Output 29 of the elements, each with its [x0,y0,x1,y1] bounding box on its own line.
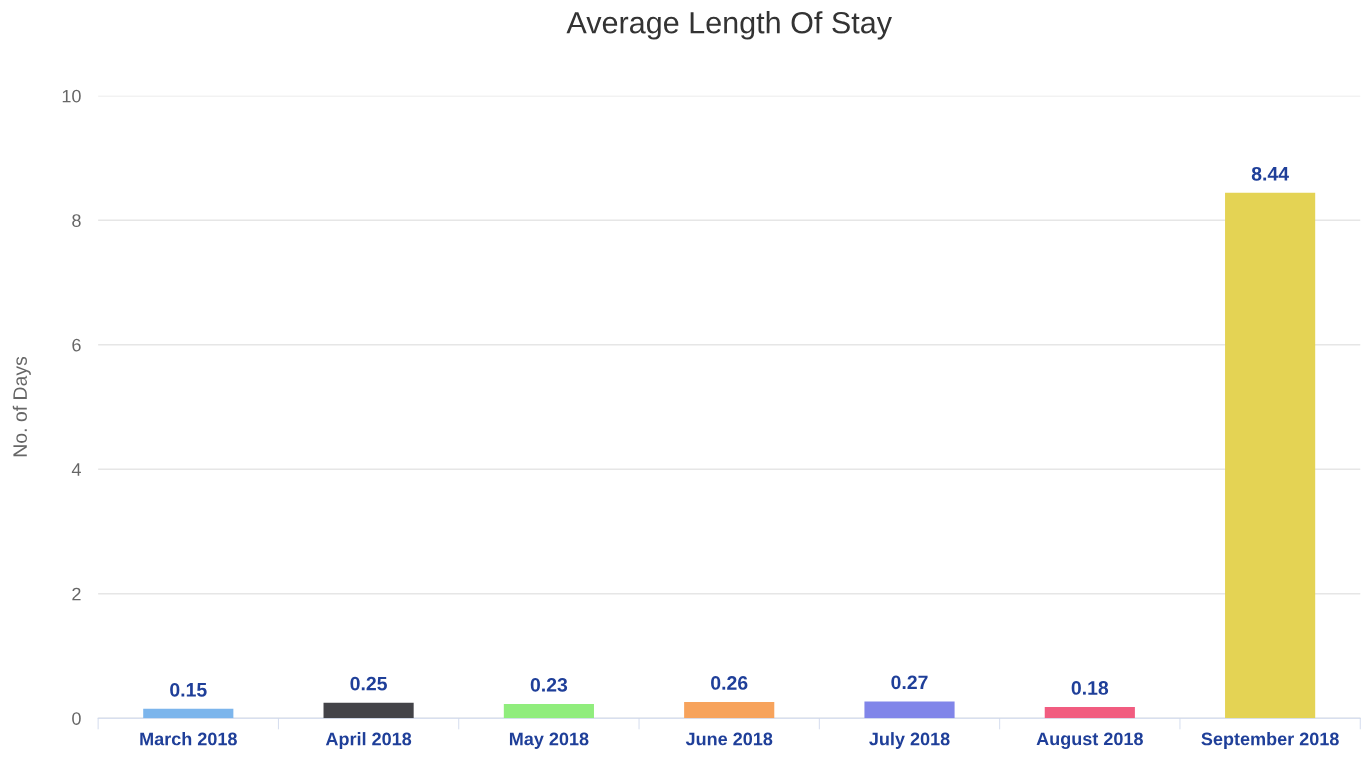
data-label: 8.44 [1251,166,1289,181]
bar [684,702,775,719]
x-tick-label: August 2018 [1036,732,1143,749]
y-tick-label: 8 [72,214,81,227]
x-tick-label: July 2018 [869,732,950,749]
data-label: 0.26 [711,676,748,690]
data-label: 0.15 [170,682,207,697]
y-axis-title: No. of Days [12,356,31,457]
bar [503,703,594,719]
bar [864,701,955,719]
data-label: 0.25 [350,676,387,691]
y-tick-label: 10 [62,89,81,103]
y-tick-label: 2 [72,587,81,601]
data-label: 0.23 [530,677,568,692]
bar [1225,192,1316,719]
data-label: 0.18 [1071,681,1109,695]
y-tick-label: 0 [72,712,81,725]
x-tick-label: May 2018 [509,732,589,749]
x-tick-label: September 2018 [1201,732,1339,749]
y-tick-label: 4 [71,463,81,476]
bar [323,702,414,719]
bar [143,708,234,719]
x-tick-label: June 2018 [685,732,773,746]
x-tick-label: April 2018 [325,732,412,749]
y-tick-label: 6 [72,338,81,352]
x-tick-label: March 2018 [140,732,237,746]
bar [1044,707,1135,719]
data-label: 0.27 [891,675,928,690]
chart-title: Average Length Of Stay [566,11,892,40]
